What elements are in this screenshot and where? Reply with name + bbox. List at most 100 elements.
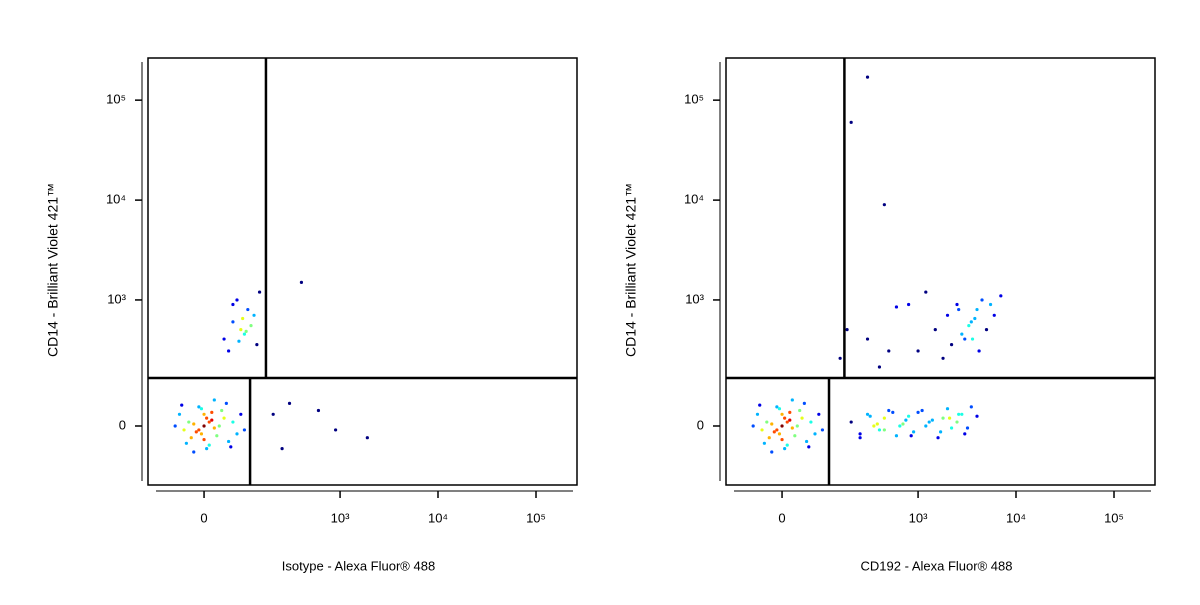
event-dot bbox=[957, 307, 961, 312]
x-tick-label: 10³ bbox=[909, 510, 928, 525]
event-dot bbox=[807, 445, 811, 449]
y-tick-label: 10⁵ bbox=[684, 92, 704, 107]
event-dot bbox=[192, 450, 196, 454]
plot-frame bbox=[147, 57, 578, 486]
event-dot bbox=[947, 416, 952, 420]
event-dot bbox=[184, 441, 188, 445]
y-tick-label: 10⁵ bbox=[106, 92, 126, 107]
event-dot bbox=[955, 302, 959, 307]
event-dot bbox=[969, 405, 973, 409]
event-dot bbox=[793, 434, 797, 438]
event-dot bbox=[287, 401, 292, 405]
event-dot bbox=[785, 443, 789, 447]
event-dot bbox=[227, 439, 231, 444]
event-dot bbox=[770, 450, 774, 454]
event-dot bbox=[215, 434, 219, 438]
event-dot bbox=[967, 323, 971, 328]
event-dot bbox=[316, 408, 321, 413]
y-axis-label: CD14 - Brilliant Violet 421™ bbox=[45, 183, 61, 357]
event-dot bbox=[891, 410, 895, 415]
event-dot bbox=[882, 416, 886, 420]
event-dot bbox=[875, 422, 879, 426]
event-dot bbox=[790, 426, 794, 430]
event-dot bbox=[212, 398, 216, 402]
event-dot bbox=[927, 420, 931, 424]
event-dot bbox=[758, 403, 762, 407]
event-dot bbox=[334, 428, 338, 432]
event-dot bbox=[865, 412, 870, 416]
event-dot bbox=[205, 416, 209, 420]
event-dot bbox=[202, 412, 206, 416]
event-dot bbox=[805, 439, 809, 444]
event-dot bbox=[224, 401, 228, 405]
event-dot bbox=[227, 349, 231, 353]
event-dot bbox=[868, 414, 872, 418]
event-dot bbox=[945, 313, 950, 317]
event-dot bbox=[257, 290, 262, 294]
event-dot bbox=[249, 323, 253, 328]
event-dot bbox=[173, 424, 177, 428]
y-tick-label: 10⁴ bbox=[684, 192, 704, 207]
event-dot bbox=[941, 416, 945, 420]
event-dot bbox=[992, 313, 996, 317]
event-dot bbox=[975, 307, 979, 312]
event-dot bbox=[912, 430, 916, 434]
event-dot bbox=[930, 418, 934, 422]
event-dot bbox=[798, 408, 802, 413]
event-dot bbox=[777, 432, 782, 436]
x-tick-label: 10³ bbox=[331, 510, 350, 525]
event-dot bbox=[977, 349, 981, 353]
event-dot bbox=[969, 320, 973, 324]
event-dot bbox=[775, 405, 779, 409]
event-dot bbox=[194, 430, 198, 434]
event-dot bbox=[882, 203, 886, 207]
event-dot bbox=[299, 280, 304, 285]
event-dot bbox=[845, 328, 849, 332]
plot-frame bbox=[725, 57, 1156, 486]
event-dot bbox=[795, 424, 799, 428]
event-dot bbox=[849, 420, 853, 424]
event-dot bbox=[760, 428, 764, 432]
event-dot bbox=[205, 447, 209, 451]
event-dot bbox=[197, 428, 201, 432]
event-dot bbox=[909, 434, 913, 438]
event-dot bbox=[246, 307, 250, 312]
event-dot bbox=[783, 447, 787, 451]
y-tick-label: 10³ bbox=[107, 291, 126, 306]
event-dot bbox=[894, 434, 899, 438]
event-dot bbox=[237, 339, 241, 343]
event-dot bbox=[802, 401, 806, 405]
event-dot bbox=[197, 405, 201, 409]
event-dot bbox=[235, 432, 239, 436]
event-dot bbox=[231, 420, 235, 424]
event-dot bbox=[877, 365, 882, 369]
event-dot bbox=[207, 420, 211, 424]
event-dot bbox=[960, 412, 964, 416]
x-tick-label: 10⁵ bbox=[526, 510, 546, 525]
event-dot bbox=[755, 412, 760, 416]
event-dot bbox=[887, 349, 891, 353]
event-dot bbox=[202, 437, 206, 442]
y-tick-label: 10³ bbox=[685, 291, 704, 306]
event-dot bbox=[177, 412, 182, 416]
event-dot bbox=[887, 408, 891, 413]
event-dot bbox=[780, 437, 784, 442]
event-dot bbox=[916, 349, 920, 353]
event-dot bbox=[933, 328, 937, 332]
y-axis-label: CD14 - Brilliant Violet 421™ bbox=[623, 183, 639, 357]
event-dot bbox=[965, 426, 970, 430]
event-dot bbox=[963, 337, 967, 341]
event-dot bbox=[907, 302, 911, 307]
event-dot bbox=[838, 356, 842, 360]
event-dot bbox=[901, 422, 905, 426]
event-dot bbox=[936, 436, 940, 440]
event-dot bbox=[872, 424, 876, 428]
event-dot bbox=[765, 420, 769, 424]
event-dot bbox=[858, 432, 862, 436]
y-tick-label: 0 bbox=[697, 417, 704, 432]
event-dot bbox=[199, 432, 204, 436]
event-dot bbox=[817, 412, 821, 416]
event-dot bbox=[220, 408, 224, 413]
event-dot bbox=[772, 430, 776, 434]
